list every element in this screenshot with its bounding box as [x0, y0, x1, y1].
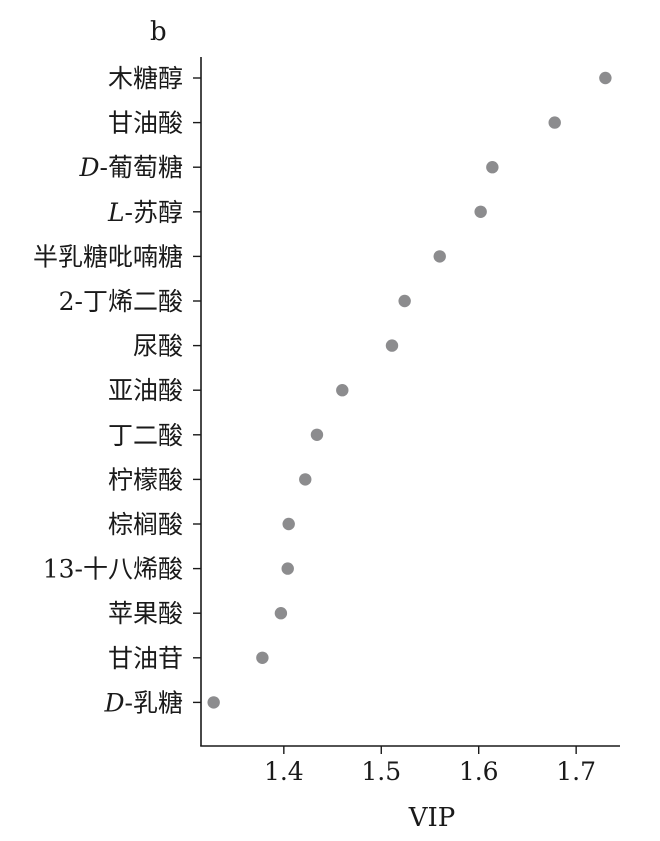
category-label: 亚油酸: [108, 376, 183, 405]
category-label-text: 甘油酸: [108, 109, 183, 138]
category-label-text: -葡萄糖: [100, 153, 183, 182]
category-label-text: 半乳糖吡喃糖: [33, 242, 183, 271]
category-label-prefix: D: [79, 153, 100, 182]
category-label-text: 甘油苷: [108, 644, 183, 673]
category-labels: 木糖醇甘油酸D-葡萄糖L-苏醇半乳糖吡喃糖2-丁烯二酸尿酸亚油酸丁二酸柠檬酸棕榈…: [33, 64, 183, 717]
data-point: [336, 384, 349, 397]
category-label: 2-丁烯二酸: [59, 287, 183, 316]
category-label: 丁二酸: [108, 421, 183, 450]
panel-label: b: [150, 17, 167, 47]
category-label-prefix: L: [107, 198, 125, 227]
data-point: [474, 205, 487, 218]
category-label-text: 棕榈酸: [108, 510, 183, 539]
category-label: 尿酸: [133, 332, 183, 361]
data-point: [433, 250, 446, 263]
category-label: 棕榈酸: [108, 510, 183, 539]
data-point: [274, 607, 288, 620]
category-label: 13-十八烯酸: [43, 555, 183, 584]
category-label: 苹果酸: [108, 599, 183, 628]
x-tick-label: 1.7: [556, 757, 596, 786]
category-label: 半乳糖吡喃糖: [33, 242, 183, 271]
category-label-text: 木糖醇: [108, 64, 183, 93]
category-label-prefix: D: [104, 688, 125, 717]
category-label: 甘油酸: [108, 109, 183, 138]
x-tick-label: 1.5: [361, 757, 401, 786]
data-point: [310, 428, 324, 441]
data-point: [281, 562, 294, 575]
category-label-text: 13-十八烯酸: [43, 555, 183, 584]
category-label: L-苏醇: [107, 198, 183, 227]
data-point: [256, 651, 269, 664]
category-label-text: 柠檬酸: [108, 465, 183, 494]
data-point: [282, 517, 295, 531]
data-point: [299, 473, 312, 486]
x-axis-title: VIP: [408, 803, 456, 833]
data-point: [599, 71, 612, 85]
category-label: D-葡萄糖: [79, 153, 184, 182]
category-label-text: 丁二酸: [108, 421, 183, 450]
category-label-text: 亚油酸: [108, 376, 183, 405]
data-point: [398, 294, 411, 308]
category-label-text: 2-丁烯二酸: [59, 287, 183, 316]
category-label-text: 尿酸: [133, 332, 183, 361]
data-points: [207, 71, 612, 709]
category-label-text: 苹果酸: [108, 599, 183, 628]
axes: [193, 57, 620, 754]
data-point: [486, 161, 499, 174]
data-point: [207, 696, 220, 709]
category-label-text: -乳糖: [125, 688, 183, 717]
x-tick-labels: 1.4 1.5 1.6 1.7: [264, 757, 596, 786]
category-label: 柠檬酸: [108, 465, 183, 494]
x-tick-label: 1.6: [459, 757, 499, 786]
data-point: [548, 116, 561, 129]
category-label: 甘油苷: [108, 644, 183, 673]
data-point: [385, 339, 399, 352]
category-label: D-乳糖: [104, 688, 184, 717]
category-label: 木糖醇: [108, 64, 183, 93]
category-label-text: -苏醇: [125, 198, 183, 227]
x-tick-label: 1.4: [264, 757, 304, 786]
